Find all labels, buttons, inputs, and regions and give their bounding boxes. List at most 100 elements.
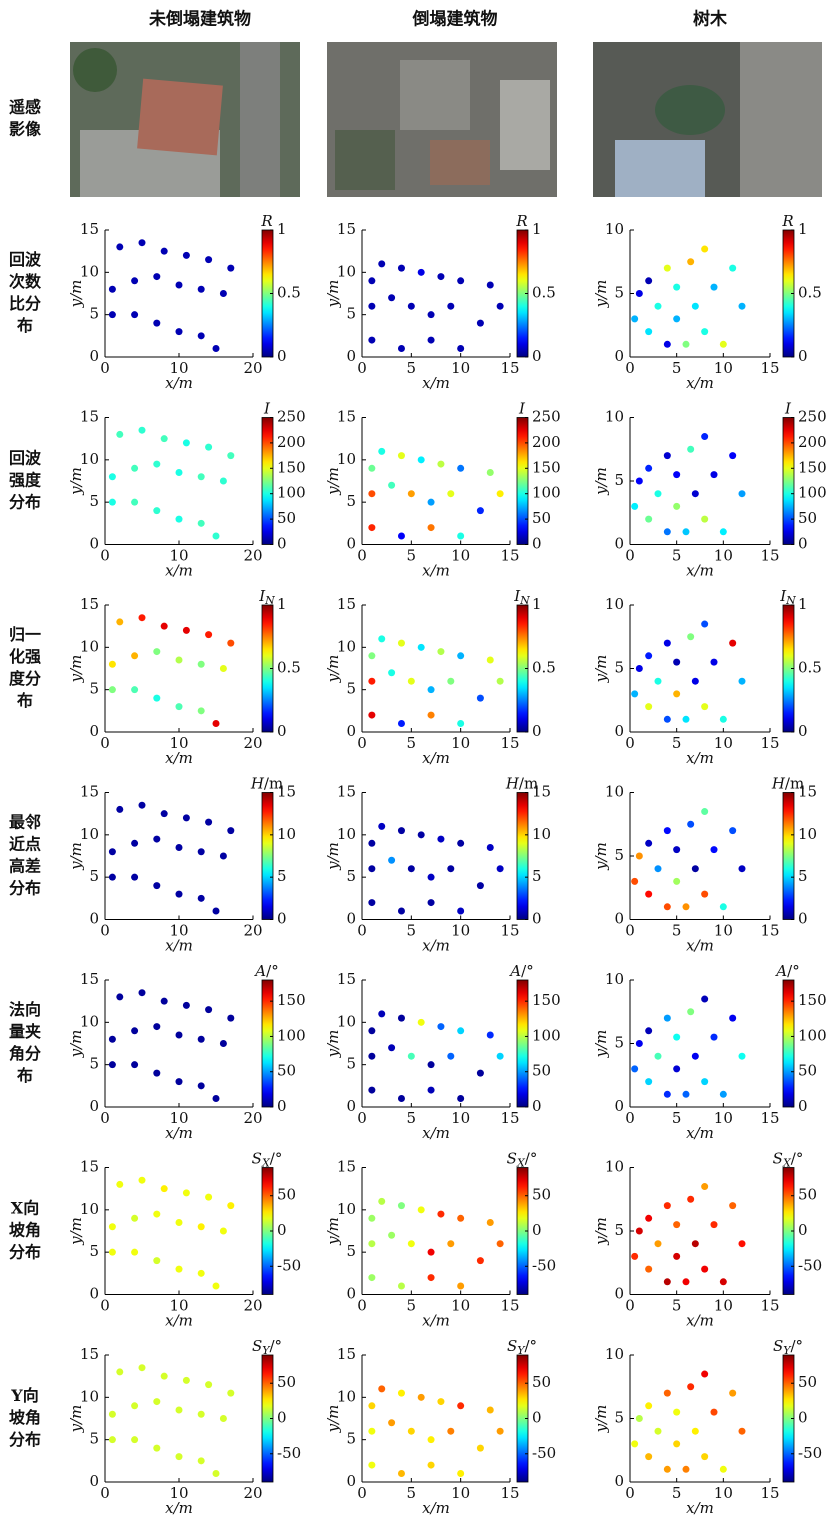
colorbar-label: H/m	[505, 775, 538, 793]
y-tick-label: 10	[605, 1345, 624, 1363]
point	[427, 498, 435, 506]
point	[437, 1398, 445, 1406]
colorbar-tick-label: 10	[277, 825, 296, 843]
x-tick-label: 0	[625, 547, 635, 565]
x-tick-label: 10	[714, 922, 733, 940]
point	[378, 635, 386, 643]
point	[131, 1214, 139, 1222]
point	[673, 502, 681, 510]
point	[108, 285, 116, 293]
x-tick-label: 20	[243, 359, 262, 377]
point	[378, 1197, 386, 1205]
x-tick-label: 10	[169, 547, 188, 565]
point	[457, 277, 465, 285]
point	[635, 1040, 643, 1047]
colorbar-tick-label: 1	[277, 595, 287, 613]
point	[437, 460, 445, 468]
point	[437, 273, 445, 281]
point	[447, 677, 455, 685]
colorbar-label: I	[518, 400, 526, 418]
point	[645, 1453, 653, 1461]
colorbar-tick-label: 200	[798, 433, 827, 451]
point	[227, 1014, 235, 1022]
colorbar-tick-label: 250	[532, 408, 561, 426]
point	[397, 1014, 405, 1022]
point	[447, 302, 455, 310]
point	[175, 1031, 183, 1039]
x-tick-label: 0	[100, 1484, 110, 1502]
point	[368, 1402, 376, 1410]
x-tick-label: 10	[714, 359, 733, 377]
point	[182, 814, 190, 822]
point	[719, 715, 727, 723]
colorbar-tick-label: 1	[798, 220, 808, 238]
point	[407, 1240, 415, 1248]
point	[131, 311, 139, 319]
y-axis-label: y/m	[324, 842, 342, 871]
x-tick-label: 5	[407, 1297, 417, 1315]
x-tick-label: 0	[625, 359, 635, 377]
point	[227, 827, 235, 835]
point	[108, 1436, 116, 1444]
x-tick-label: 15	[500, 734, 519, 752]
colorbar-tick-label: 50	[277, 1373, 296, 1391]
point	[701, 1078, 709, 1086]
colorbar-tick-label: 5	[532, 867, 542, 885]
point	[368, 1086, 376, 1094]
point	[175, 1406, 183, 1414]
x-axis-label: x/m	[165, 1499, 193, 1517]
y-tick-label: 0	[614, 1097, 624, 1115]
point	[219, 290, 227, 297]
colorbar-label: IN	[513, 587, 530, 607]
point	[654, 1427, 662, 1435]
y-tick-label: 15	[337, 970, 356, 988]
point	[116, 1368, 124, 1376]
colorbar-tick-label: 0	[798, 722, 808, 740]
x-tick-label: 5	[407, 922, 417, 940]
y-tick-label: 5	[89, 1430, 99, 1448]
point	[645, 839, 653, 847]
point	[175, 703, 183, 711]
point	[476, 1257, 484, 1265]
x-axis-label: x/m	[686, 1124, 714, 1142]
point	[486, 1406, 494, 1414]
row-label: 分布	[9, 879, 41, 898]
y-tick-label: 0	[89, 1472, 99, 1490]
point	[417, 1206, 425, 1214]
colorbar-tick-label: 0	[798, 1409, 808, 1427]
point	[663, 528, 671, 536]
point	[197, 519, 205, 527]
row-label: 归一	[9, 625, 41, 644]
point	[407, 677, 415, 685]
point	[397, 720, 405, 728]
colorbar-tick-label: 100	[532, 1026, 561, 1044]
point	[673, 1033, 681, 1041]
y-tick-label: 10	[337, 825, 356, 843]
point	[457, 1470, 465, 1478]
point	[378, 822, 386, 830]
point	[631, 502, 639, 510]
point	[673, 1252, 681, 1260]
point	[682, 1090, 690, 1098]
colorbar	[516, 417, 529, 545]
point	[645, 277, 653, 285]
point	[153, 1210, 161, 1218]
point	[663, 715, 671, 723]
point	[378, 1385, 386, 1393]
y-tick-label: 15	[337, 1345, 356, 1363]
point	[486, 844, 494, 852]
y-tick-label: 10	[80, 1200, 99, 1218]
point	[645, 1214, 653, 1222]
point	[175, 656, 183, 664]
point	[427, 899, 435, 907]
point	[212, 1470, 220, 1478]
point	[691, 1052, 699, 1060]
row-label: 度分	[9, 669, 41, 688]
point	[212, 720, 220, 728]
x-tick-label: 0	[357, 547, 367, 565]
colorbar	[782, 792, 795, 920]
point	[635, 1415, 643, 1422]
y-tick-label: 0	[346, 347, 356, 365]
y-tick-label: 0	[346, 722, 356, 740]
x-tick-label: 15	[760, 547, 779, 565]
